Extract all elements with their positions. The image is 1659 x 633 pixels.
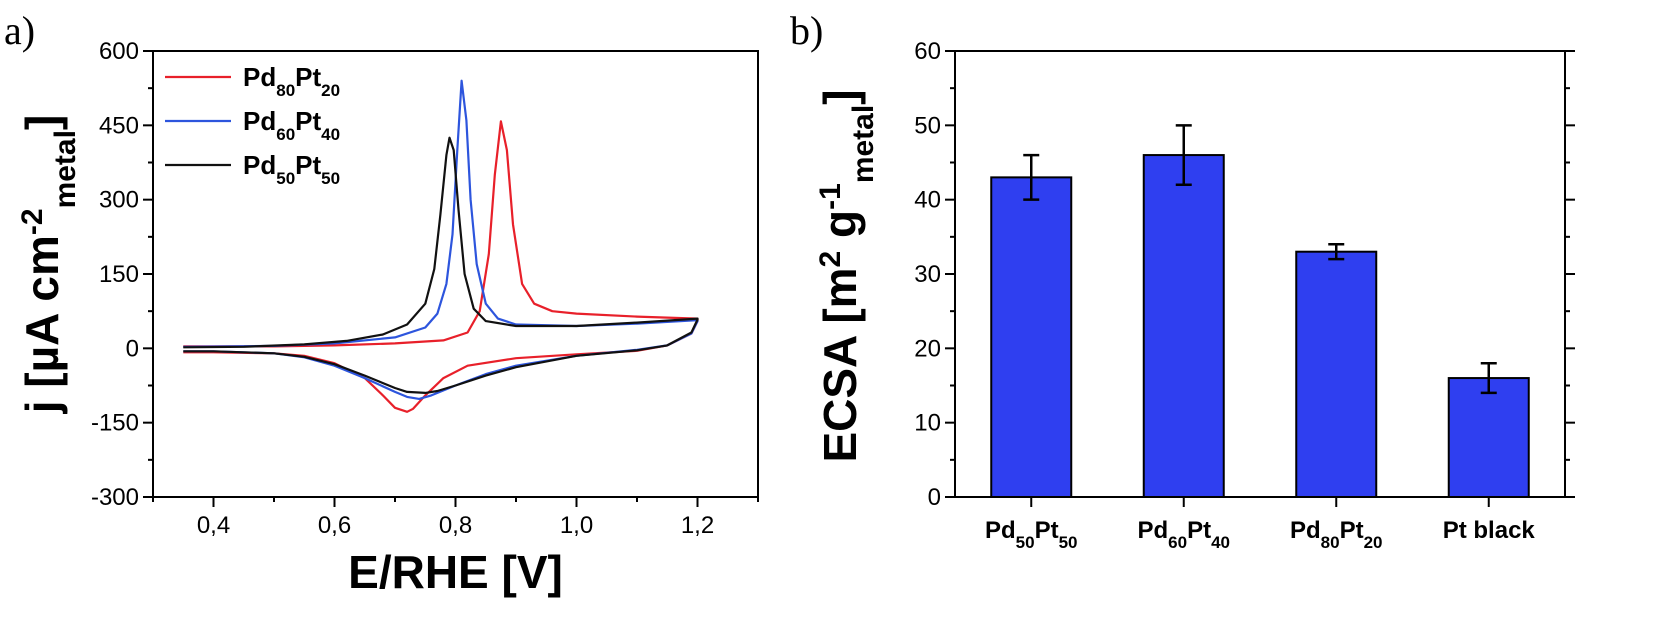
y-tick-label: 40: [914, 187, 941, 214]
panel-a-label: a): [4, 8, 35, 53]
cv-axis-ticks: -300 -150 0 150 300 450 600 0,4 0,6 0,8 1,0 1,2: [91, 38, 759, 539]
y-tick-label: 10: [914, 410, 941, 437]
ecsa-chart: 0 10 20 30 40 50 60 Pd50Pt50 Pd60Pt40 Pd80Pt20 Pt…: [814, 38, 1575, 552]
error-bar: [1175, 124, 1192, 187]
y-tick-label: 300: [99, 187, 139, 214]
cv-curve-Pd50Pt50: [183, 136, 699, 394]
ecsa-y-axis-label: ECSA [m2 g-1metal]: [814, 89, 880, 462]
bar-Pd50Pt50: [990, 176, 1073, 498]
category-label: Pd50Pt50: [985, 517, 1078, 552]
y-tick-label: 150: [99, 261, 139, 288]
bar-Pd60Pt40: [1142, 154, 1225, 498]
category-label: Pt black: [1443, 517, 1536, 544]
x-tick-label: 0,6: [318, 512, 351, 539]
category-label: Pd80Pt20: [1290, 517, 1383, 552]
error-bar: [1023, 153, 1040, 201]
y-tick-label: 50: [914, 112, 941, 139]
bar-Pt black: [1447, 377, 1530, 499]
x-tick-label: 1,2: [681, 512, 714, 539]
y-tick-label: 450: [99, 112, 139, 139]
ecsa-category-labels: Pd50Pt50 Pd60Pt40 Pd80Pt20 Pt black: [985, 517, 1535, 552]
y-tick-label: -300: [91, 484, 139, 511]
y-tick-label: 600: [99, 38, 139, 65]
ecsa-bars: [990, 124, 1530, 499]
cv-x-axis-label: E/RHE [V]: [348, 546, 563, 598]
error-bar: [1480, 361, 1497, 395]
y-tick-label: 20: [914, 335, 941, 362]
y-tick-label: 0: [126, 335, 139, 362]
x-tick-label: 0,4: [197, 512, 230, 539]
y-tick-label: -150: [91, 410, 139, 437]
x-tick-label: 0,8: [439, 512, 472, 539]
legend-entry: Pd60Pt40: [243, 106, 340, 144]
category-label: Pd60Pt40: [1137, 517, 1230, 552]
legend-entry: Pd50Pt50: [243, 150, 340, 188]
y-tick-label: 0: [928, 484, 941, 511]
legend-entry: Pd80Pt20: [243, 62, 340, 100]
y-tick-label: 30: [914, 261, 941, 288]
cv-y-axis-label: j [µA cm-2metal]: [16, 115, 82, 415]
ecsa-axis-ticks: 0 10 20 30 40 50 60: [914, 38, 1575, 511]
cv-curves: [183, 79, 699, 413]
cv-legend: Pd80Pt20 Pd60Pt40 Pd50Pt50: [165, 62, 340, 188]
y-tick-label: 60: [914, 38, 941, 65]
x-tick-label: 1,0: [560, 512, 593, 539]
cv-chart: -300 -150 0 150 300 450 600 0,4 0,6 0,8 1,0 1,2 Pd8…: [16, 38, 759, 598]
bar-Pd80Pt20: [1295, 250, 1378, 498]
panel-b-label: b): [790, 8, 823, 53]
error-bar: [1328, 243, 1345, 261]
